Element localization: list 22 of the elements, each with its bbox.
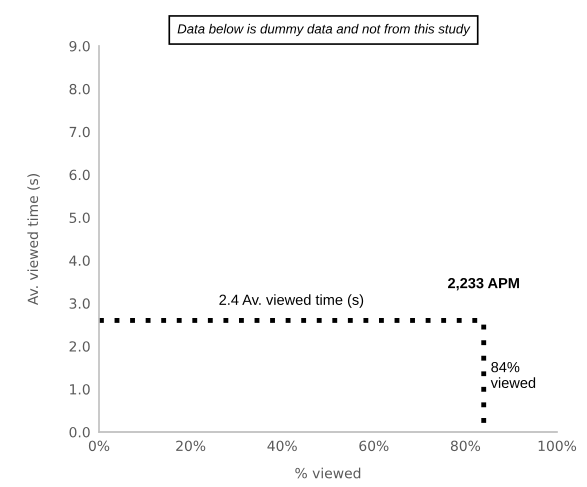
x-tick-label: 60% (359, 440, 388, 452)
annotation: 2.4 Av. viewed time (s) (219, 294, 364, 308)
y-tick-label: 5.0 (70, 212, 90, 224)
y-tick-label: 7.0 (70, 126, 90, 138)
y-tick-label: 4.0 (69, 255, 90, 266)
y-tick-label: 2.0 (70, 341, 90, 352)
x-tick-label: 0% (88, 440, 110, 452)
y-tick-label: 6.0 (70, 170, 90, 180)
annotation: 2,233 APM (448, 278, 519, 290)
y-tick-label: 9.0 (69, 40, 90, 52)
chart-title: Data below is dummy data and not from this study (178, 24, 470, 36)
x-tick-label: 20% (176, 440, 206, 452)
y-tick-label: 0.0 (69, 426, 90, 438)
x-axis-title: % viewed (295, 468, 360, 478)
annotation: 84% viewed (490, 362, 536, 388)
y-tick-label: 3.0 (70, 298, 90, 309)
x-tick-label: 100% (538, 440, 576, 452)
y-tick-label: 1.0 (70, 384, 90, 395)
y-axis-title: Av. viewed time (s) (27, 174, 40, 306)
y-tick-label: 8.0 (70, 84, 90, 94)
x-tick-label: 80% (450, 440, 480, 452)
x-tick-label: 40% (267, 440, 297, 452)
